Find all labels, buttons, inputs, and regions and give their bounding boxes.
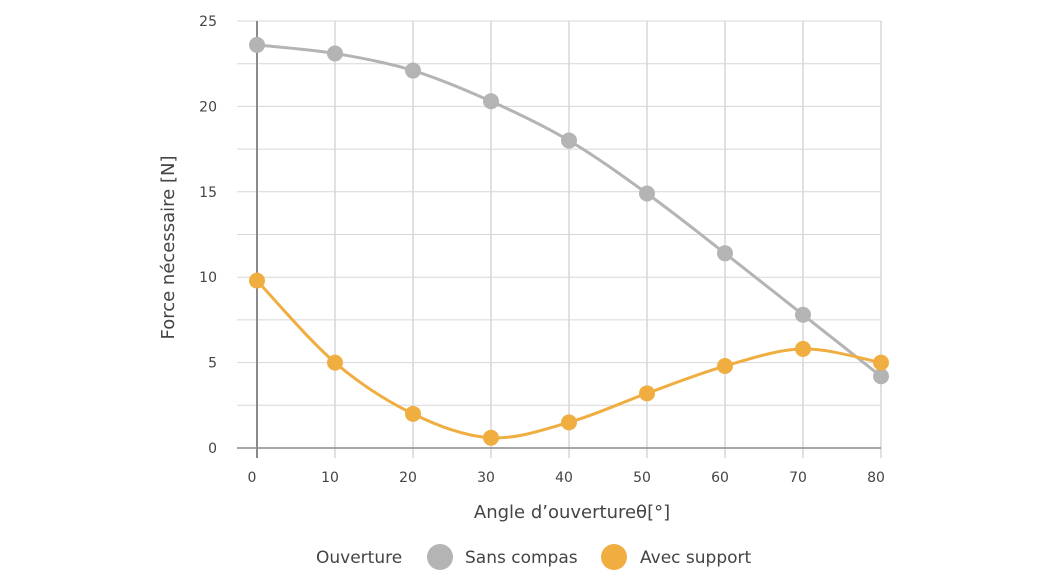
data-point [405,405,421,422]
data-point [873,354,889,371]
legend-items: Sans compas Avec support [427,544,752,570]
data-point [405,62,421,79]
y-tick-label: 5 [208,356,217,372]
data-point [561,414,577,431]
series [249,36,889,446]
data-point [873,368,889,385]
data-point [639,185,655,202]
legend-label: Avec support [640,548,752,568]
data-point [717,245,733,262]
x-tick-label: 50 [633,470,651,486]
legend-item: Avec support [601,544,752,570]
data-point [327,354,343,371]
tick-labels: 0 5 10 15 20 25 0 10 20 30 40 50 60 70 80 [199,14,885,486]
data-point [717,358,733,375]
x-tick-label: 30 [477,470,495,486]
x-tick-label: 40 [555,470,573,486]
y-axis-title: Force nécessaire [N] [158,156,179,340]
y-tick-label: 25 [199,14,217,30]
x-tick-label: 70 [789,470,807,486]
y-tick-label: 20 [199,99,217,115]
legend-marker [427,544,453,570]
x-tick-label: 0 [248,470,257,486]
y-tick-label: 15 [199,185,217,201]
x-tick-label: 60 [711,470,729,486]
series-avec-support [249,272,889,446]
data-point [249,36,265,53]
axes [237,21,881,458]
y-tick-label: 0 [208,441,217,457]
x-tick-label: 80 [867,470,885,486]
data-point [483,93,499,110]
x-tick-label: 20 [399,470,417,486]
data-point [639,385,655,402]
data-point [561,132,577,149]
legend-marker [601,544,627,570]
x-axis-title: Angle d’ouvertureθ[°] [474,502,670,523]
data-point [327,45,343,62]
series-sans-compas [249,36,889,385]
data-point [483,429,499,446]
grid [237,20,882,458]
legend-label: Sans compas [465,548,578,568]
legend: Ouverture Sans compas Avec support [316,544,752,570]
legend-title: Ouverture [316,548,402,568]
data-point [795,340,811,357]
data-point [249,272,265,289]
legend-item: Sans compas [427,544,578,570]
x-tick-label: 10 [321,470,339,486]
data-point [795,306,811,323]
y-tick-label: 10 [199,270,217,286]
